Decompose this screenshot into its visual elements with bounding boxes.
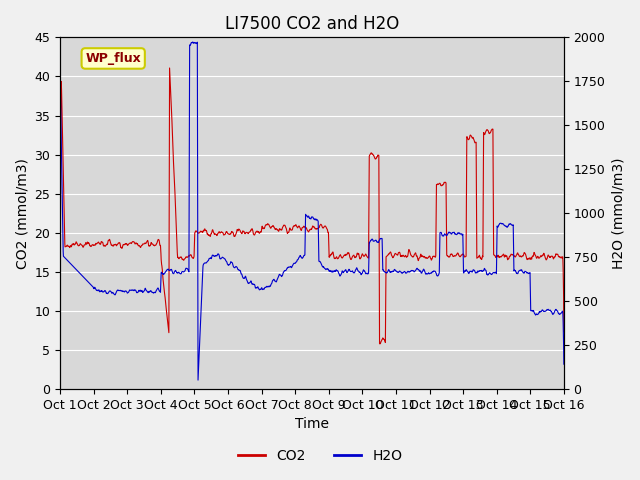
- H2O: [189, 39, 196, 45]
- H2O: [197, 306, 205, 312]
- CO2: [530, 251, 538, 256]
- H2O: [326, 269, 334, 275]
- CO2: [166, 65, 173, 71]
- Line: CO2: CO2: [60, 68, 564, 344]
- Line: H2O: H2O: [60, 42, 564, 380]
- H2O: [516, 267, 524, 273]
- CO2: [326, 252, 334, 258]
- CO2: [516, 254, 524, 260]
- Legend: CO2, H2O: CO2, H2O: [232, 443, 408, 468]
- Y-axis label: H2O (mmol/m3): H2O (mmol/m3): [611, 157, 625, 269]
- X-axis label: Time: Time: [295, 418, 329, 432]
- H2O: [458, 232, 466, 238]
- H2O: [338, 271, 346, 276]
- CO2: [197, 228, 205, 234]
- H2O: [560, 361, 568, 367]
- H2O: [530, 309, 538, 314]
- H2O: [56, 182, 64, 188]
- Y-axis label: CO2 (mmol/m3): CO2 (mmol/m3): [15, 158, 29, 269]
- H2O: [194, 377, 202, 383]
- Text: WP_flux: WP_flux: [85, 52, 141, 65]
- Title: LI7500 CO2 and H2O: LI7500 CO2 and H2O: [225, 15, 399, 33]
- CO2: [458, 252, 466, 257]
- CO2: [56, 329, 64, 335]
- CO2: [376, 341, 384, 347]
- CO2: [560, 329, 568, 335]
- CO2: [337, 254, 345, 260]
